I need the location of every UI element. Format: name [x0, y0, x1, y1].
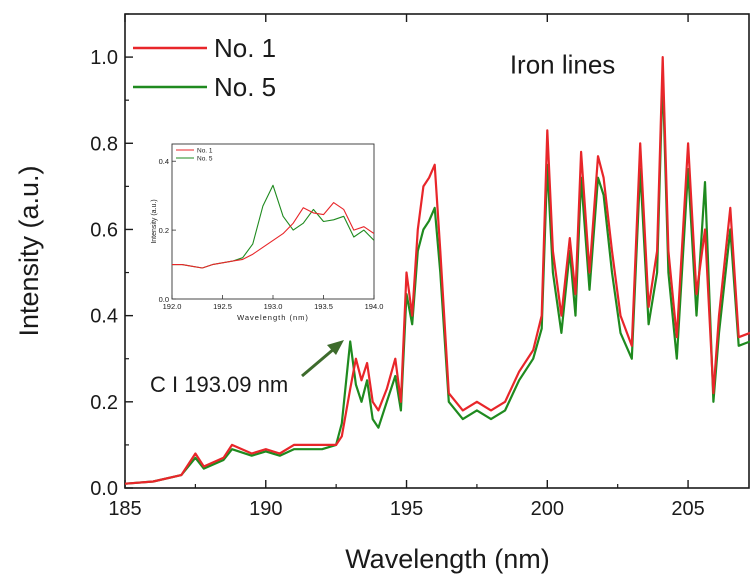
x-tick-label: 205 — [671, 498, 704, 520]
y-tick-label: 0.8 — [90, 133, 118, 155]
inset-x-tick-label: 192.0 — [163, 302, 182, 311]
legend-label: No. 5 — [214, 72, 276, 102]
inset-legend-label: No. 1 — [197, 148, 213, 155]
inset-y-axis-label: Intensity (a.u.) — [151, 199, 158, 243]
annotation-iron-lines: Iron lines — [510, 49, 616, 79]
x-tick-label: 190 — [249, 498, 282, 520]
series-line-no-1 — [125, 56, 750, 485]
inset-background — [148, 132, 382, 328]
inset-x-tick-label: 193.5 — [314, 302, 333, 311]
y-tick-label: 1.0 — [90, 47, 118, 69]
inset-y-tick-label: 0.4 — [159, 157, 169, 166]
inset-chart: 192.0 192.5 193.0 193.5 194.0 0.0 0.2 0.4 Wavele… — [148, 132, 383, 328]
inset-y-tick-label: 0.0 — [159, 295, 169, 304]
y-tick-label: 0.0 — [90, 478, 118, 500]
plot-frame — [124, 13, 750, 489]
inset-x-axis-label: Wavelength (nm) — [237, 313, 309, 322]
x-tick-label: 185 — [108, 498, 141, 520]
annotation-arrow-head — [327, 340, 344, 355]
inset-legend-label: No. 5 — [197, 156, 213, 163]
x-tick-label: 200 — [531, 498, 564, 520]
main-axes: 185 190 195 200 205 0.0 0.2 0.4 0.6 0.8 1.0 Wavelen… — [14, 13, 750, 574]
inset-x-tick-label: 193.0 — [264, 302, 283, 311]
inset-series-group — [172, 184, 374, 269]
y-tick-label: 0.6 — [90, 219, 118, 241]
inset-x-tick-label: 192.5 — [213, 302, 232, 311]
main-annotations: Iron lines C I 193.09 nm — [150, 49, 615, 397]
annotation-arrow-shaft — [301, 346, 336, 378]
annotation-carbon-line: C I 193.09 nm — [150, 372, 288, 397]
y-axis-label: Intensity (a.u.) — [14, 165, 44, 336]
x-tick-label: 195 — [390, 498, 423, 520]
y-tick-label: 0.4 — [90, 306, 118, 328]
main-series-group — [125, 56, 750, 485]
x-axis-label: Wavelength (nm) — [345, 544, 550, 574]
legend-label: No. 1 — [214, 33, 276, 63]
y-tick-label: 0.2 — [90, 392, 118, 414]
main-legend: No. 1 No. 5 — [133, 33, 276, 102]
inset-series-line — [172, 202, 374, 269]
inset-y-tick-label: 0.2 — [159, 226, 169, 235]
inset-x-tick-label: 194.0 — [365, 302, 384, 311]
